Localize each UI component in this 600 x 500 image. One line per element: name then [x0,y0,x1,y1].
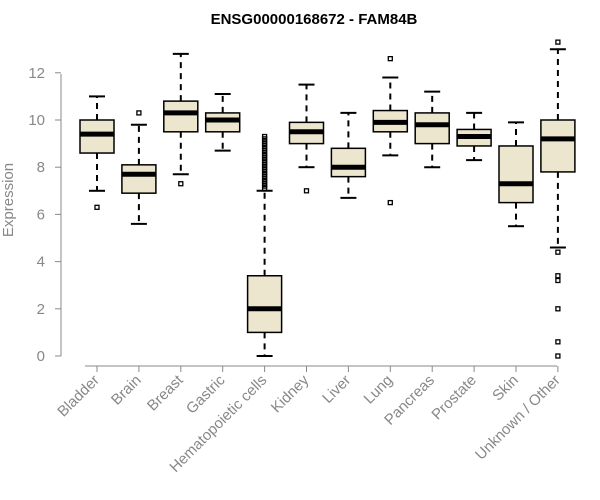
box-group [204,93,241,152]
x-tick-label: Breast [144,371,187,414]
box-group [414,90,450,169]
box-iqr [121,164,157,194]
box-group [330,111,367,199]
box-group [456,111,492,162]
y-axis-ticks: 0 2 4 6 8 10 12 [28,65,61,365]
box-iqr [540,119,576,173]
box-iqr [163,100,199,133]
outlier-point [261,133,268,140]
box-iqr [414,112,450,145]
y-tick-label: 8 [37,159,45,176]
outlier-point [555,306,561,312]
x-tick-label: Skin [489,372,522,405]
outlier-point [555,353,561,359]
outlier-point [555,273,561,279]
box-group [288,83,325,194]
boxes [79,39,576,359]
outlier-point [136,110,142,116]
chart-title: ENSG00000168672 - FAM84B [211,11,418,28]
box-iqr [246,275,283,334]
outlier-point [303,188,310,194]
outlier-point [555,277,561,284]
x-tick-label: Liver [319,372,354,407]
box-iqr [330,147,367,178]
x-tick-label: Prostate [428,372,480,424]
y-tick-label: 4 [37,254,45,271]
outlier-point [555,39,561,45]
box-group [498,121,534,228]
box-group [540,39,576,359]
x-tick-label: Lung [361,372,397,408]
outlier-point [94,204,100,210]
y-tick-label: 10 [28,112,45,129]
box-group [121,110,157,225]
box-group [79,95,115,210]
y-axis-label: Expression [0,163,17,237]
x-tick-label: Kidney [268,371,313,416]
box-iqr [498,145,534,204]
box-group [372,55,409,206]
y-tick-label: 2 [37,301,45,318]
y-tick-label: 12 [28,65,45,82]
outlier-point [178,181,184,187]
outlier-point [555,339,561,345]
x-tick-label: Bladder [54,372,103,421]
y-tick-label: 0 [37,348,45,365]
outlier-point [555,249,561,255]
outlier-point [387,199,393,206]
x-tick-label: Brain [108,372,145,409]
y-tick-label: 6 [37,206,45,223]
outlier-point [387,55,393,62]
box-group [246,133,283,357]
box-group [163,52,199,187]
